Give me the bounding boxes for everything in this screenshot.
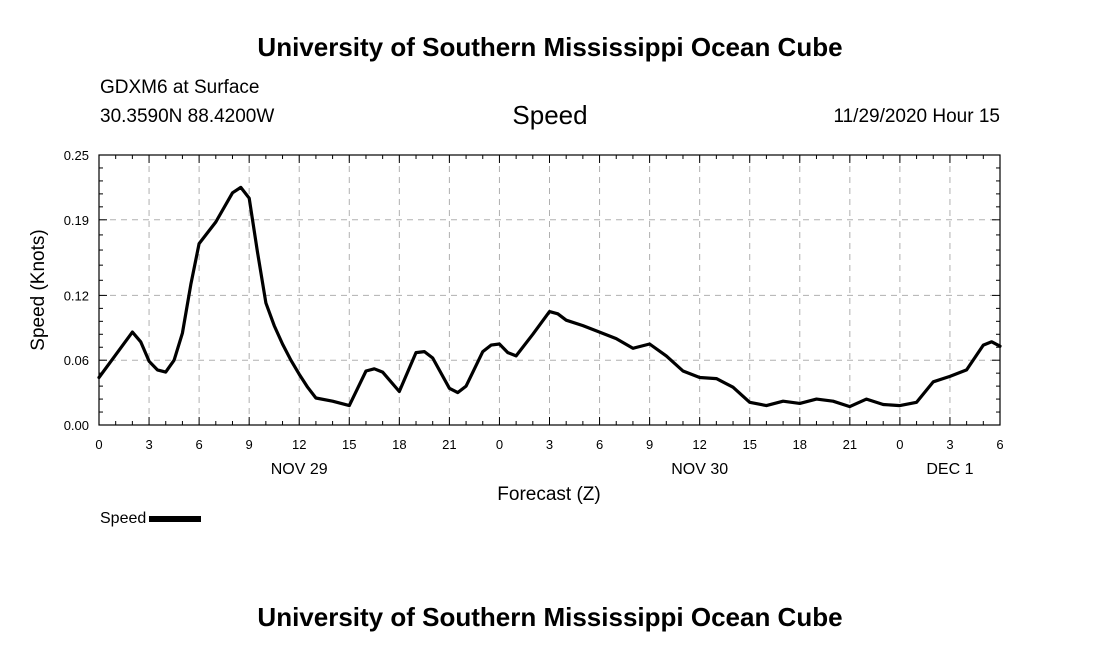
x-tick-label: 0	[95, 437, 102, 452]
x-tick-label: 6	[596, 437, 603, 452]
bottom-title: University of Southern Mississippi Ocean…	[257, 602, 843, 632]
x-day-label: NOV 30	[671, 461, 728, 478]
axis-labels: 0 3 6 9 12 15 18 21 0 3 6 9 12 15 18 21 0 3 6 0.00 0.06 0.12 0…	[64, 148, 1004, 478]
y-tick-label: 0.00	[64, 418, 89, 433]
legend-swatch	[149, 515, 202, 522]
x-tick-label: 0	[496, 437, 503, 452]
x-tick-label: 6	[195, 437, 202, 452]
top-title: University of Southern Mississippi Ocean…	[257, 32, 843, 62]
x-tick-label: 21	[843, 437, 857, 452]
x-day-label: DEC 1	[926, 461, 973, 478]
x-tick-label: 18	[793, 437, 807, 452]
y-tick-label: 0.19	[64, 213, 89, 228]
x-tick-label: 15	[742, 437, 756, 452]
y-tick-label: 0.06	[64, 353, 89, 368]
x-tick-label: 9	[246, 437, 253, 452]
x-tick-label: 3	[145, 437, 152, 452]
speed-series-line	[97, 185, 1002, 409]
grid-lines	[99, 155, 1000, 425]
x-day-label: NOV 29	[271, 461, 328, 478]
legend: Speed	[100, 510, 202, 528]
station-label: GDXM6 at Surface	[100, 77, 260, 98]
x-axis-title: Forecast (Z)	[497, 484, 600, 505]
x-tick-label: 3	[546, 437, 553, 452]
x-tick-label: 12	[692, 437, 706, 452]
coordinates-label: 30.3590N 88.4200W	[100, 106, 275, 127]
x-tick-label: 3	[946, 437, 953, 452]
forecast-datetime: 11/29/2020 Hour 15	[833, 106, 1000, 127]
x-tick-label: 9	[646, 437, 653, 452]
x-tick-label: 21	[442, 437, 456, 452]
plot-frame	[98, 154, 1001, 426]
x-tick-label: 0	[896, 437, 903, 452]
y-tick-label: 0.25	[64, 148, 89, 163]
legend-label: Speed	[100, 510, 147, 527]
x-tick-label: 12	[292, 437, 306, 452]
y-axis-title: Speed (Knots)	[28, 229, 49, 350]
x-tick-label: 15	[342, 437, 356, 452]
x-tick-label: 6	[996, 437, 1003, 452]
y-tick-label: 0.12	[64, 288, 89, 303]
x-tick-label: 18	[392, 437, 406, 452]
chart-title: Speed	[512, 100, 588, 130]
